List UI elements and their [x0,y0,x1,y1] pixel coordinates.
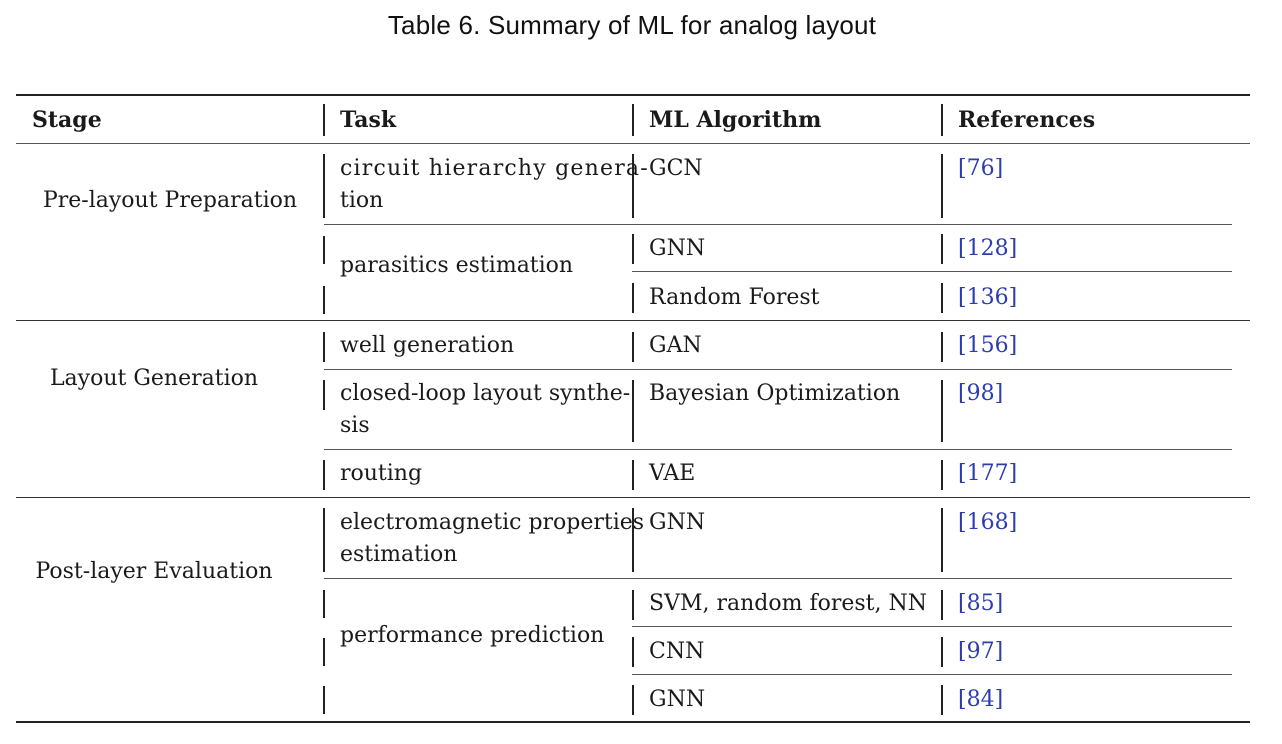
reference-link-128[interactable]: [128] [958,236,1018,261]
section-rule [16,320,1250,321]
reference-link-136[interactable]: [136] [958,285,1018,310]
reference-link-85[interactable]: [85] [958,591,1004,616]
task-closed-loop-line1: closed-loop layout synthe- [340,381,631,406]
header-ml-algorithm: ML Algorithm [649,107,822,133]
divider [632,283,634,313]
algorithm-gnn-perf: GNN [649,687,706,712]
task-performance-prediction: performance prediction [340,623,605,648]
divider [632,685,634,715]
task-routing: routing [340,461,423,486]
divider [323,508,325,572]
header-stage: Stage [32,107,102,133]
header-divider-1 [323,104,325,136]
task-well-generation: well generation [340,333,515,358]
header-task: Task [340,107,397,133]
header-divider-3 [941,104,943,136]
divider [941,380,943,442]
divider [323,590,325,618]
reference-number: 84 [966,687,995,712]
divider [632,460,634,490]
section-rule [16,497,1250,498]
row-rule [324,578,1232,579]
reference-number: 97 [966,639,995,664]
divider [941,283,943,313]
reference-number: 76 [966,156,995,181]
divider [632,637,634,667]
divider [941,685,943,715]
reference-number: 128 [966,236,1009,261]
task-circuit-hierarchy-line2: tion [340,188,384,213]
algorithm-svm-rf-nn: SVM, random forest, NN [649,591,927,616]
divider [323,686,325,714]
stage-post-layer-evaluation: Post-layer Evaluation [35,559,273,584]
divider [632,590,634,620]
divider [323,236,325,264]
divider [941,590,943,620]
divider [632,508,634,572]
algorithm-vae: VAE [649,461,696,486]
divider [323,380,325,410]
divider [632,380,634,442]
algorithm-gcn: GCN [649,156,703,181]
divider [941,332,943,362]
reference-link-97[interactable]: [97] [958,639,1004,664]
divider [323,460,325,490]
table-caption: Table 6. Summary of ML for analog layout [387,10,877,40]
row-rule [632,674,1232,675]
task-electromagnetic-line2: estimation [340,542,458,567]
reference-link-177[interactable]: [177] [958,461,1018,486]
divider [941,154,943,218]
reference-link-98[interactable]: [98] [958,381,1004,406]
row-rule [632,626,1232,627]
row-rule [324,369,1232,370]
header-references: References [958,107,1096,133]
task-closed-loop-line2: sis [340,413,370,438]
divider [941,460,943,490]
divider [323,332,325,362]
reference-number: 168 [966,510,1009,535]
divider [632,154,634,218]
reference-number: 85 [966,591,995,616]
algorithm-gnn-em: GNN [649,510,706,535]
row-rule [324,224,1232,225]
row-rule [324,449,1232,450]
reference-number: 156 [966,333,1009,358]
algorithm-bayesian-optimization: Bayesian Optimization [649,381,901,406]
header-divider-2 [632,104,634,136]
algorithm-gan: GAN [649,333,702,358]
bottom-rule [16,721,1250,723]
task-parasitics-estimation: parasitics estimation [340,253,574,278]
row-rule [632,271,1232,272]
divider [632,234,634,264]
divider [941,508,943,572]
task-circuit-hierarchy-line1: circuit hierarchy genera- [340,156,649,181]
algorithm-random-forest: Random Forest [649,285,820,310]
stage-layout-generation: Layout Generation [49,366,259,391]
reference-number: 136 [966,285,1009,310]
reference-number: 177 [966,461,1009,486]
divider [323,638,325,666]
reference-link-168[interactable]: [168] [958,510,1018,535]
divider [632,332,634,362]
stage-pre-layout-preparation: Pre-layout Preparation [42,188,298,213]
divider [941,637,943,667]
reference-link-76[interactable]: [76] [958,156,1004,181]
algorithm-cnn: CNN [649,639,705,664]
divider [323,286,325,314]
algorithm-gnn: GNN [649,236,706,261]
reference-link-156[interactable]: [156] [958,333,1018,358]
reference-number: 98 [966,381,995,406]
divider [323,154,325,218]
header-rule [16,143,1250,144]
divider [941,234,943,264]
task-electromagnetic-line1: electromagnetic properties [340,510,645,535]
top-rule [16,94,1250,96]
reference-link-84[interactable]: [84] [958,687,1004,712]
